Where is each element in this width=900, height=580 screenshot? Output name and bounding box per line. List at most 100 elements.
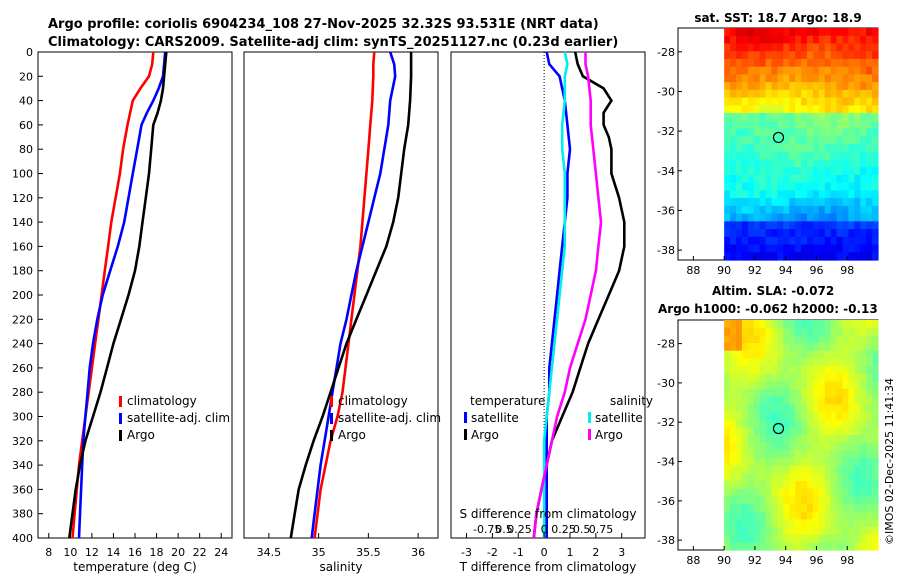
heatmap-cell (806, 404, 814, 413)
heatmap-cell (860, 205, 867, 215)
heatmap-cell (759, 327, 767, 336)
heatmap-cell (806, 350, 814, 359)
x2-tick-label: 0.25 (507, 523, 532, 536)
heatmap-cell (759, 488, 767, 497)
depth-tick-label: 300 (12, 411, 33, 424)
heatmap-cell (795, 159, 802, 168)
heatmap-cell (801, 435, 808, 444)
heatmap-cell (789, 366, 796, 375)
heatmap-cell (848, 51, 855, 60)
heatmap-cell (872, 28, 879, 37)
heatmap-cell (753, 28, 761, 37)
heatmap-cell (848, 435, 855, 444)
heatmap-cell (777, 320, 784, 329)
heatmap-cell (735, 343, 743, 352)
heatmap-cell (830, 136, 838, 145)
heatmap-cell (724, 190, 731, 199)
heatmap-cell (818, 458, 826, 467)
depth-tick-label: 20 (19, 70, 33, 83)
heatmap-cell (812, 167, 820, 176)
heatmap-cell (747, 412, 755, 421)
heatmap-cell (806, 174, 814, 184)
heatmap-cell (836, 511, 844, 520)
series-line-satellite-adj-clim (77, 51, 167, 539)
heatmap-cell (842, 504, 850, 513)
heatmap-cell (753, 481, 761, 490)
heatmap-cell (753, 358, 761, 367)
heatmap-cell (795, 82, 802, 91)
heatmap-cell (777, 435, 784, 444)
heatmap-cell (836, 542, 844, 551)
heatmap-cell (806, 182, 814, 191)
heatmap-cell (854, 213, 861, 222)
heatmap-cell (842, 120, 850, 130)
heatmap-cell (753, 373, 761, 382)
heatmap-cell (836, 435, 844, 444)
heatmap-cell (771, 28, 779, 37)
heatmap-cell (830, 128, 838, 137)
heatmap-cell (848, 66, 855, 75)
heatmap-cell (806, 511, 814, 520)
heatmap-cell (741, 542, 749, 551)
heatmap-cell (818, 412, 826, 421)
heatmap-cell (842, 373, 850, 382)
heatmap-cell (848, 350, 855, 359)
heatmap-cell (789, 105, 796, 114)
heatmap-cell (806, 343, 814, 352)
heatmap-cell (830, 335, 838, 344)
heatmap-cell (812, 350, 820, 359)
heatmap-cell (741, 473, 749, 482)
heatmap-cell (830, 167, 838, 176)
heatmap-cell (789, 488, 796, 497)
heatmap-cell (753, 473, 761, 482)
heatmap-cell (824, 450, 832, 459)
heatmap-cell (765, 113, 773, 122)
heatmap-cell (741, 465, 749, 474)
heatmap-cell (860, 159, 867, 168)
heatmap-cell (854, 488, 861, 497)
heatmap-cell (872, 105, 879, 114)
heatmap-cell (789, 527, 796, 536)
heatmap-cell (795, 519, 802, 528)
heatmap-cell (730, 366, 737, 375)
heatmap-cell (789, 465, 796, 474)
legend-climatology-swatch (119, 396, 122, 407)
heatmap-cell (765, 128, 773, 137)
heatmap-cell (818, 244, 826, 253)
heatmap-cell (795, 435, 802, 444)
heatmap-cell (724, 389, 731, 398)
heatmap-cell (789, 113, 796, 122)
heatmap-cell (789, 458, 796, 467)
heatmap-cell (842, 205, 850, 215)
heatmap-cell (747, 28, 755, 37)
depth-tick-label: 180 (12, 265, 33, 278)
heatmap-cell (836, 182, 844, 191)
heatmap-cell (866, 542, 873, 551)
depth-tick-label: 80 (19, 143, 33, 156)
heatmap-cell (860, 28, 867, 37)
heatmap-cell (783, 97, 790, 106)
heatmap-cell (747, 335, 755, 344)
heatmap-cell (753, 427, 761, 436)
x2-tick-label: 0.5 (573, 523, 591, 536)
heatmap-cell (771, 229, 779, 238)
heatmap-cell (872, 335, 879, 344)
heatmap-cell (747, 389, 755, 398)
heatmap-cell (747, 167, 755, 176)
heatmap-cell (812, 465, 820, 474)
heatmap-cell (848, 244, 855, 253)
heatmap-cell (836, 51, 844, 60)
heatmap-cell (777, 159, 784, 168)
heatmap-cell (789, 519, 796, 528)
heatmap-cell (771, 128, 779, 137)
heatmap-cell (854, 28, 861, 37)
heatmap-cell (818, 373, 826, 382)
heatmap-cell (824, 320, 832, 329)
temperature-x-ticks: 8 10 12 14 16 18 20 22 24 (45, 533, 228, 559)
heatmap-cell (848, 120, 855, 130)
heatmap-cell (765, 350, 773, 359)
heatmap-cell (842, 28, 850, 37)
heatmap-cell (765, 43, 773, 52)
heatmap-cell (860, 396, 867, 405)
heatmap-cell (872, 504, 879, 513)
